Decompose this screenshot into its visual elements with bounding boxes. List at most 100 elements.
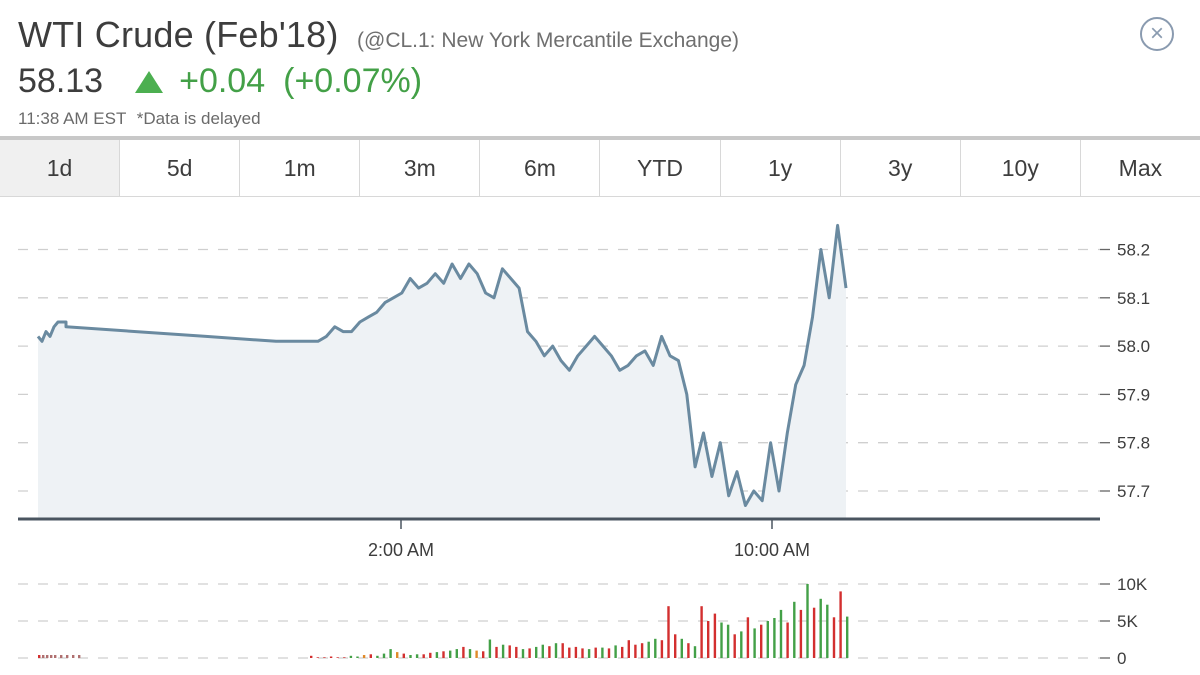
volume-tick-label: 10K xyxy=(1117,575,1148,594)
tab-10y[interactable]: 10y xyxy=(961,140,1081,196)
volume-bar xyxy=(429,652,432,658)
volume-bar xyxy=(376,655,379,658)
price-tick-label: 57.8 xyxy=(1117,434,1150,453)
volume-bar xyxy=(674,634,677,658)
volume-bar xyxy=(508,645,511,658)
title-row: WTI Crude (Feb'18) (@CL.1: New York Merc… xyxy=(18,14,739,56)
volume-bar xyxy=(336,657,339,658)
volume-bar xyxy=(329,656,333,658)
volume-bar xyxy=(614,645,617,658)
volume-bar xyxy=(402,653,405,658)
volume-bar xyxy=(349,655,353,658)
volume-bar xyxy=(548,646,551,658)
volume-bar xyxy=(409,655,412,658)
tab-1y[interactable]: 1y xyxy=(721,140,841,196)
volume-bar xyxy=(647,641,650,658)
volume-bar xyxy=(687,643,690,658)
tab-1d[interactable]: 1d xyxy=(0,140,121,196)
volume-bar xyxy=(521,649,525,658)
volume-bar xyxy=(846,616,849,658)
volume-bar xyxy=(515,646,518,658)
volume-bar xyxy=(607,648,611,658)
volume-bar xyxy=(660,640,664,658)
volume-bar xyxy=(826,604,829,658)
volume-bar xyxy=(42,655,45,658)
volume-bar xyxy=(501,644,505,658)
volume-bar xyxy=(627,640,630,658)
volume-bar xyxy=(726,624,730,658)
volume-bar xyxy=(72,655,75,658)
volume-bar xyxy=(753,628,756,658)
volume-bar xyxy=(66,655,69,658)
volume-bar xyxy=(356,656,359,658)
volume-bar xyxy=(812,607,816,658)
volume-bar xyxy=(323,657,326,658)
volume-bar xyxy=(488,639,492,658)
tab-5d[interactable]: 5d xyxy=(120,140,241,196)
price-tick-label: 57.9 xyxy=(1117,385,1150,404)
price-tick-label: 58.1 xyxy=(1117,289,1150,308)
volume-tick-label: 0 xyxy=(1117,649,1126,668)
volume-bar xyxy=(46,655,49,658)
price-area-fill xyxy=(38,225,846,519)
volume-bar xyxy=(621,646,624,658)
volume-bar xyxy=(574,646,578,658)
tab-6m[interactable]: 6m xyxy=(480,140,601,196)
price-tick-label: 58.2 xyxy=(1117,241,1150,260)
volume-bar xyxy=(462,646,465,658)
volume-bar xyxy=(733,634,736,658)
delay-note: *Data is delayed xyxy=(136,109,261,128)
x-tick-label: 10:00 AM xyxy=(734,540,810,560)
volume-bar xyxy=(793,601,796,658)
volume-bar xyxy=(779,609,783,658)
volume-bar xyxy=(449,650,452,658)
volume-bar xyxy=(362,655,366,658)
volume-bar xyxy=(720,622,723,658)
tab-max[interactable]: Max xyxy=(1118,154,1163,181)
tab-1m[interactable]: 1m xyxy=(240,140,361,196)
price-row: 58.13 +0.04 (+0.07%) xyxy=(18,62,422,101)
volume-bar xyxy=(799,609,803,658)
volume-bar xyxy=(38,655,41,658)
close-icon[interactable]: × xyxy=(1140,17,1174,51)
volume-bar xyxy=(806,584,809,658)
volume-bar xyxy=(50,655,53,658)
volume-bar xyxy=(766,621,769,658)
volume-bar xyxy=(634,644,637,658)
volume-bar xyxy=(680,638,683,658)
volume-bar xyxy=(422,654,425,658)
volume-bar xyxy=(700,606,703,658)
volume-bar xyxy=(435,652,439,658)
volume-bar xyxy=(495,646,498,658)
last-price: 58.13 xyxy=(18,62,104,100)
tab-ytd[interactable]: YTD xyxy=(600,140,721,196)
volume-bar xyxy=(640,643,644,658)
tab-3m[interactable]: 3m xyxy=(360,140,481,196)
exchange-subtitle: (@CL.1: New York Mercantile Exchange) xyxy=(357,29,740,52)
volume-bar xyxy=(587,649,591,658)
volume-bar xyxy=(746,617,750,658)
price-tick-label: 58.0 xyxy=(1117,337,1150,356)
volume-bar xyxy=(773,618,776,658)
volume-bar xyxy=(369,654,372,658)
volume-bar xyxy=(693,646,697,658)
volume-bar xyxy=(819,598,822,658)
up-arrow-icon xyxy=(135,70,164,93)
volume-bar xyxy=(760,624,763,658)
volume-bar xyxy=(54,655,57,658)
volume-bar xyxy=(832,617,836,658)
volume-bar xyxy=(442,651,445,658)
volume-bar xyxy=(713,613,717,658)
volume-bar xyxy=(468,649,472,658)
price-change: +0.04 xyxy=(179,62,266,100)
volume-bar xyxy=(78,655,81,658)
volume-bar xyxy=(740,631,743,658)
volume-bar xyxy=(60,655,63,658)
tab-3y[interactable]: 3y xyxy=(841,140,961,196)
instrument-title: WTI Crude (Feb'18) xyxy=(18,14,339,55)
x-tick-label: 2:00 AM xyxy=(368,540,434,560)
volume-bar xyxy=(316,657,319,658)
price-tick-label: 57.7 xyxy=(1117,482,1150,501)
timestamp-row: 11:38 AM EST *Data is delayed xyxy=(18,109,261,129)
volume-bar xyxy=(535,646,538,658)
